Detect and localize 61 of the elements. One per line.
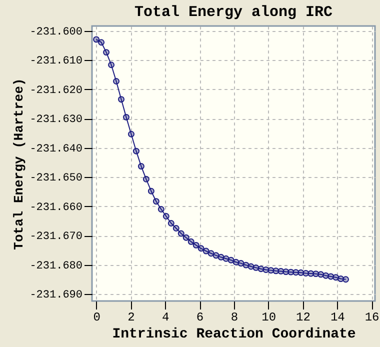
point bbox=[128, 130, 134, 138]
point bbox=[262, 266, 270, 273]
y-tick-label: -231.690 bbox=[30, 289, 82, 302]
point bbox=[308, 270, 314, 277]
point bbox=[103, 49, 110, 56]
point bbox=[152, 198, 160, 205]
y-tick-label: -231.660 bbox=[30, 202, 82, 214]
point bbox=[138, 163, 144, 170]
point bbox=[282, 268, 290, 276]
point bbox=[238, 260, 244, 267]
chart-title: Total Energy along IRC bbox=[134, 4, 333, 21]
point bbox=[113, 78, 120, 84]
point bbox=[122, 114, 130, 120]
point bbox=[218, 254, 224, 260]
point bbox=[232, 258, 240, 266]
point bbox=[332, 274, 340, 281]
x-tick-label: 6 bbox=[196, 310, 204, 324]
x-axis-title: Intrinsic Reaction Coordinate bbox=[112, 326, 356, 342]
point bbox=[212, 252, 220, 259]
point bbox=[192, 242, 200, 248]
point bbox=[222, 255, 230, 262]
y-axis-title: Total Energy (Hartree) bbox=[12, 78, 27, 250]
y-tick-label: -231.610 bbox=[30, 56, 82, 68]
point bbox=[172, 225, 180, 232]
point bbox=[318, 271, 324, 278]
y-tick-label: -231.600 bbox=[30, 26, 82, 38]
point bbox=[108, 62, 115, 68]
y-tick-label: -231.650 bbox=[30, 172, 82, 185]
point bbox=[168, 220, 174, 226]
y-tick-label: -231.620 bbox=[30, 84, 82, 97]
point bbox=[132, 148, 140, 154]
x-tick-label: 16 bbox=[364, 310, 380, 324]
point bbox=[198, 245, 204, 252]
x-tick-label: 12 bbox=[296, 310, 310, 324]
point bbox=[178, 230, 184, 237]
x-tick-label: 8 bbox=[230, 310, 238, 324]
point bbox=[98, 39, 105, 46]
point bbox=[188, 238, 194, 245]
point bbox=[93, 36, 100, 43]
point bbox=[118, 96, 124, 103]
y-tick-label: -231.670 bbox=[30, 231, 82, 244]
point bbox=[342, 276, 349, 283]
y-tick-label: -231.640 bbox=[30, 143, 82, 156]
point bbox=[258, 266, 264, 272]
x-tick-label: 0 bbox=[93, 310, 100, 324]
x-tick-label: 10 bbox=[262, 310, 276, 324]
y-tick-label: -231.630 bbox=[30, 114, 82, 126]
x-tick-label: 14 bbox=[330, 310, 345, 324]
point bbox=[338, 276, 344, 282]
point bbox=[202, 248, 210, 254]
point bbox=[252, 264, 260, 271]
point bbox=[162, 213, 170, 220]
point bbox=[182, 234, 190, 241]
x-tick-label: 2 bbox=[128, 310, 135, 324]
point bbox=[142, 176, 150, 182]
point bbox=[148, 188, 154, 194]
point bbox=[208, 250, 214, 257]
y-tick-label: -231.680 bbox=[30, 260, 82, 272]
point bbox=[228, 256, 234, 264]
point bbox=[158, 206, 164, 212]
x-tick-label: 4 bbox=[162, 310, 170, 324]
